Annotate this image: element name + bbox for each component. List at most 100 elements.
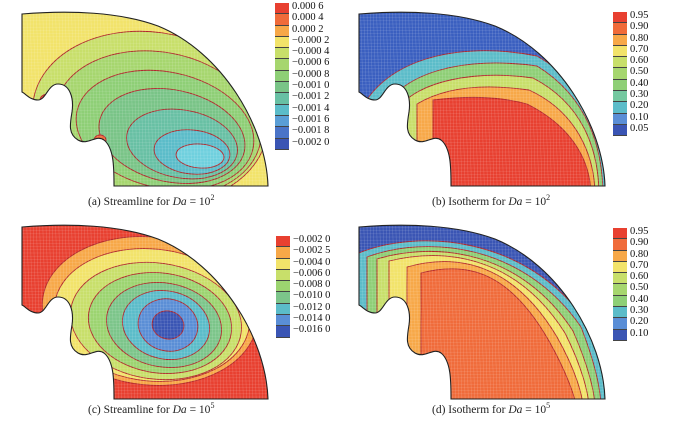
legend-swatch <box>613 295 627 308</box>
legend-swatch <box>613 228 627 240</box>
legend-swatch <box>613 79 627 92</box>
legend-label: 0.10 <box>630 327 649 339</box>
legend-label: −0.008 0 <box>293 279 331 291</box>
legend-label: −0.012 0 <box>293 301 331 313</box>
legend-swatch <box>275 48 289 60</box>
legend-swatch <box>276 292 290 304</box>
legend-swatch <box>613 34 627 46</box>
isotherm-core <box>420 268 578 399</box>
legend-label: −0.006 0 <box>293 267 331 279</box>
legend-label: 0.95 <box>630 226 649 237</box>
legend-swatch <box>275 104 289 116</box>
legend-label: −0.016 0 <box>293 324 331 336</box>
legend-swatch <box>613 273 627 285</box>
legend-swatch <box>613 329 627 341</box>
legend-label: 0.90 <box>630 237 649 249</box>
domain-boundary <box>358 11 606 187</box>
contour-plot-d <box>358 224 606 400</box>
legend-label: 0.80 <box>630 32 649 44</box>
legend-swatch <box>276 326 290 338</box>
legend-swatch <box>276 315 290 327</box>
legend-label: 0.10 <box>630 111 649 123</box>
corner-vortex <box>39 93 57 107</box>
contour-plot-a <box>21 11 269 187</box>
legend-label: −0.000 8 <box>292 68 330 80</box>
caption-b: (b) Isotherm for Da = 102 <box>432 193 551 208</box>
legend-swatch <box>276 258 290 270</box>
legend-label: −0.002 0 <box>292 136 330 148</box>
panel-b: 0.95 0.90 0.80 0.70 0.60 0.50 0.40 0.30 0.20 0.10… <box>337 0 675 212</box>
legend-label: 0.000 2 <box>292 23 324 35</box>
isotherm-core <box>432 96 592 186</box>
legend-label: −0.001 4 <box>292 102 330 114</box>
legend-swatch <box>613 57 627 69</box>
legend-label: −0.004 0 <box>293 256 331 268</box>
legend-label: 0.50 <box>630 66 649 78</box>
legend-swatch <box>613 91 627 103</box>
legend-swatch <box>613 318 627 330</box>
legend-label: −0.000 6 <box>292 57 330 69</box>
caption-c: (c) Streamline for Da = 105 <box>88 401 215 416</box>
contour-plot-b <box>358 11 606 187</box>
legend-swatch <box>275 36 289 49</box>
caption-a: (a) Streamline for Da = 102 <box>88 193 215 208</box>
streamline-core <box>175 143 225 169</box>
domain-boundary <box>358 224 606 400</box>
legend-label: −0.001 2 <box>292 91 330 103</box>
legend-swatch <box>613 12 627 24</box>
legend-label: 0.60 <box>630 55 649 67</box>
legend-label: −0.000 4 <box>292 46 330 58</box>
legend-label: 0.30 <box>630 89 649 101</box>
legend-swatch <box>276 269 290 282</box>
legend-swatch <box>275 127 289 139</box>
panel-c: −0.002 0 −0.002 5 −0.004 0 −0.006 0 −0.008 0… <box>0 213 337 425</box>
legend-label: 0.60 <box>630 271 649 283</box>
legend-swatch <box>613 250 627 262</box>
legend-label: 0.05 <box>630 122 649 134</box>
contour-plot-c <box>21 224 269 400</box>
legend-label: 0.000 4 <box>292 12 324 24</box>
legend-swatch <box>275 3 289 15</box>
legend-swatch <box>613 284 627 296</box>
panel-d: 0.95 0.90 0.80 0.70 0.60 0.50 0.40 0.30 0.20 0.10… <box>337 213 675 425</box>
legend-swatch <box>613 113 627 125</box>
legend-label: −0.014 0 <box>293 313 331 325</box>
legend-swatch <box>613 45 627 58</box>
legend-label: 0.30 <box>630 305 649 317</box>
legend-label: −0.001 6 <box>292 113 330 125</box>
legend-swatch <box>276 281 290 293</box>
legend-label: −0.002 0 <box>293 234 331 245</box>
legend-swatch <box>613 239 627 251</box>
legend-label: −0.010 0 <box>293 290 331 302</box>
legend-swatch <box>613 261 627 274</box>
legend-swatch <box>613 102 627 114</box>
legend-label: 0.40 <box>630 77 649 89</box>
legend-label: −0.001 8 <box>292 125 330 137</box>
legend-label: 0.70 <box>630 259 649 271</box>
legend-swatch <box>275 115 289 128</box>
legend-label: 0.90 <box>630 21 649 33</box>
legend-swatch <box>275 70 289 83</box>
streamline-core <box>151 310 185 340</box>
domain-boundary <box>21 11 269 187</box>
legend-swatch <box>613 23 627 35</box>
legend-swatch <box>275 93 289 105</box>
legend-label: 0.70 <box>630 43 649 55</box>
legend-label: −0.000 2 <box>292 34 330 46</box>
panel-a: 0.000 6 0.000 4 0.000 2 −0.000 2 −0.000 4 −0.… <box>0 0 337 212</box>
legend-swatch <box>613 124 627 137</box>
legend-label: −0.001 0 <box>292 80 330 92</box>
caption-d: (d) Isotherm for Da = 105 <box>432 401 551 416</box>
legend-label: 0.50 <box>630 282 649 294</box>
legend-label: 0.40 <box>630 293 649 305</box>
legend-label: 0.95 <box>630 10 649 21</box>
legend-swatch <box>276 236 290 248</box>
legend-swatch <box>275 25 289 37</box>
legend-swatch <box>275 82 289 94</box>
legend-label: 0.20 <box>630 100 649 112</box>
legend-swatch <box>276 303 290 316</box>
legend-label: 0.000 6 <box>292 1 324 12</box>
legend-swatch <box>613 68 627 80</box>
legend-swatch <box>276 247 290 259</box>
legend-label: −0.002 5 <box>293 245 331 257</box>
